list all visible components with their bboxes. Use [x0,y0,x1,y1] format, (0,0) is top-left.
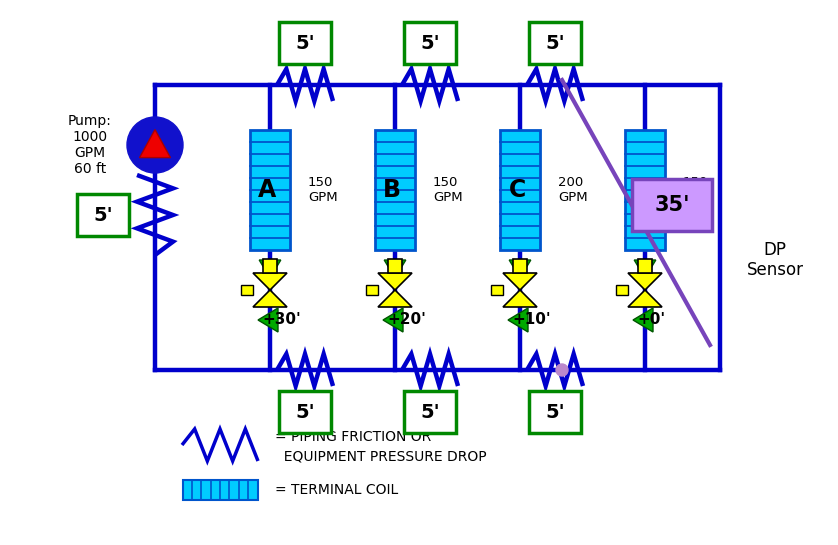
Polygon shape [628,273,662,290]
Text: 5': 5' [546,33,565,52]
Bar [616,285,628,295]
Polygon shape [378,273,412,290]
Text: +0': +0' [637,312,665,328]
Text: Pump:
1000
GPM
60 ft: Pump: 1000 GPM 60 ft [68,114,112,176]
Bar [250,130,290,250]
Text: 5': 5' [420,33,440,52]
Text: 5': 5' [546,403,565,421]
Circle shape [556,364,568,376]
Text: 150
GPM: 150 GPM [683,176,712,204]
Bar [632,179,712,231]
Polygon shape [633,308,653,332]
Polygon shape [258,308,278,332]
Polygon shape [140,130,170,158]
Bar [529,22,581,64]
Circle shape [127,117,183,173]
Bar [279,391,331,433]
Text: B: B [383,178,401,202]
Polygon shape [510,260,530,278]
Text: 5': 5' [93,205,113,225]
Text: = PIPING FRICTION OR: = PIPING FRICTION OR [275,430,432,444]
Polygon shape [383,308,403,332]
Polygon shape [503,290,537,307]
Text: +30': +30' [262,312,301,328]
Bar [625,130,665,250]
Polygon shape [384,260,406,278]
Text: A: A [258,178,277,202]
Text: 5': 5' [420,403,440,421]
Polygon shape [253,273,287,290]
Text: DP
Sensor: DP Sensor [747,240,804,280]
Text: = TERMINAL COIL: = TERMINAL COIL [275,483,398,497]
Bar [183,480,257,500]
Polygon shape [378,290,412,307]
Bar [375,130,415,250]
Bar [404,391,456,433]
Polygon shape [259,260,281,278]
Polygon shape [508,308,528,332]
Text: 150
GPM: 150 GPM [433,176,463,204]
Bar [77,194,129,236]
Bar [263,259,277,273]
Bar [241,285,253,295]
Polygon shape [634,260,656,278]
Text: 35': 35' [654,195,690,215]
Text: 5': 5' [295,33,315,52]
Text: C: C [509,178,525,202]
Bar [513,259,527,273]
Bar [279,22,331,64]
Polygon shape [503,273,537,290]
Text: 200
GPM: 200 GPM [558,176,587,204]
Polygon shape [628,290,662,307]
Bar [388,259,401,273]
Text: +10': +10' [512,312,551,328]
Text: +20': +20' [387,312,426,328]
Text: 150
GPM: 150 GPM [308,176,338,204]
Bar [639,259,652,273]
Bar [491,285,503,295]
Bar [529,391,581,433]
Bar [404,22,456,64]
Bar [366,285,378,295]
Text: 5': 5' [295,403,315,421]
Polygon shape [253,290,287,307]
Bar [500,130,540,250]
Text: D: D [632,178,652,202]
Text: EQUIPMENT PRESSURE DROP: EQUIPMENT PRESSURE DROP [275,450,487,464]
